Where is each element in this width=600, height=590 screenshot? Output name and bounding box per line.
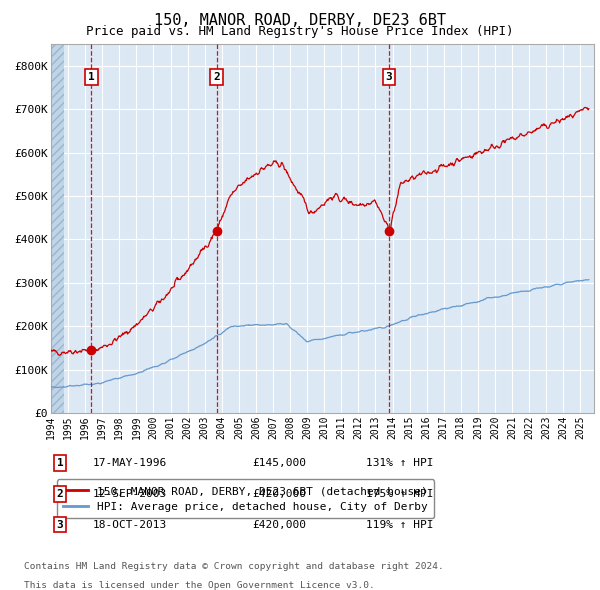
Text: Contains HM Land Registry data © Crown copyright and database right 2024.: Contains HM Land Registry data © Crown c…	[24, 562, 444, 571]
Text: 2: 2	[213, 72, 220, 82]
Text: 17-MAY-1996: 17-MAY-1996	[93, 458, 167, 468]
Text: 3: 3	[56, 520, 64, 529]
Text: £420,000: £420,000	[252, 489, 306, 499]
Text: 119% ↑ HPI: 119% ↑ HPI	[366, 520, 433, 529]
Text: Price paid vs. HM Land Registry's House Price Index (HPI): Price paid vs. HM Land Registry's House …	[86, 25, 514, 38]
Text: 131% ↑ HPI: 131% ↑ HPI	[366, 458, 433, 468]
Text: 2: 2	[56, 489, 64, 499]
Text: £145,000: £145,000	[252, 458, 306, 468]
Text: 18-OCT-2013: 18-OCT-2013	[93, 520, 167, 529]
Text: This data is licensed under the Open Government Licence v3.0.: This data is licensed under the Open Gov…	[24, 581, 375, 590]
Text: 150, MANOR ROAD, DERBY, DE23 6BT: 150, MANOR ROAD, DERBY, DE23 6BT	[154, 13, 446, 28]
Text: 1: 1	[56, 458, 64, 468]
Text: £420,000: £420,000	[252, 520, 306, 529]
Text: 12-SEP-2003: 12-SEP-2003	[93, 489, 167, 499]
Text: 3: 3	[386, 72, 392, 82]
Text: 1: 1	[88, 72, 95, 82]
Legend: 150, MANOR ROAD, DERBY, DE23 6BT (detached house), HPI: Average price, detached : 150, MANOR ROAD, DERBY, DE23 6BT (detach…	[56, 480, 434, 518]
Bar	[51, 44, 64, 413]
Text: 175% ↑ HPI: 175% ↑ HPI	[366, 489, 433, 499]
